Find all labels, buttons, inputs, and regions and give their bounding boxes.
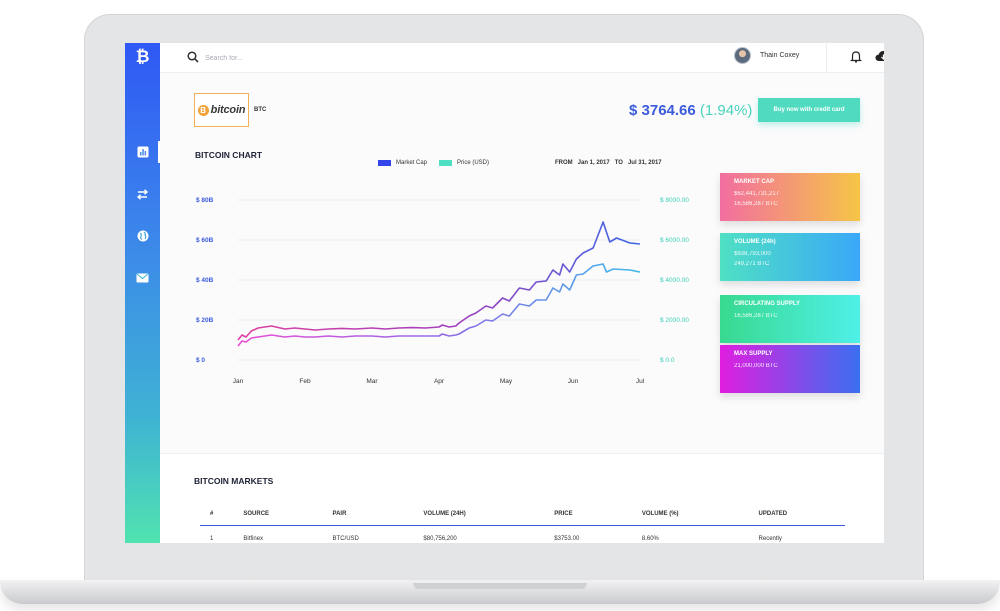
series-line-market-cap[interactable] [237,221,641,341]
stat-value: $938,793,000 [734,251,771,257]
table-header-row: # SOURCE PAIR VOLUME (24H) PRICE VOLUME (%) UP… [200,503,845,526]
search-icon[interactable] [187,51,199,63]
app-screen: ₿ Thain Coxey B bitcoin BTC $ 3764.66 (1… [125,43,884,543]
x-tick-label: Jan [233,378,244,385]
x-tick-label: Mar [366,378,378,385]
column-header[interactable]: PAIR [322,503,414,526]
avatar[interactable] [734,47,751,64]
bitcoin-line-chart: $ 80B $ 8000.00 $ 60B $ 6000.00 $ 40B $ 4000.… [196,197,689,385]
divider [826,43,827,73]
y-right-tick-label: $ 6000.00 [660,237,689,244]
stat-title: CIRCULATING SUPPLY [734,301,801,307]
price-change: (1.94%) [699,102,753,119]
table-cell: BTC/USD [332,535,359,542]
x-tick-label: Jul [636,378,645,385]
price-display: $ 3764.66 (1.94%) [629,102,752,119]
stat-title: VOLUME (24h) [734,239,776,245]
stat-card[interactable]: CIRCULATING SUPPLY 16,586,287 BTC [720,295,860,343]
transfer-icon [136,188,149,200]
series-line-price[interactable] [237,263,641,347]
bitcoin-brand-logo: B bitcoin [194,93,249,127]
search-input[interactable] [205,51,385,65]
bell-icon[interactable] [850,50,862,63]
y-right-tick-label: $ 4000.00 [660,277,689,284]
column-header[interactable]: UPDATED [748,503,845,526]
y-right-tick-label: $ 8000.00 [660,197,689,204]
price-value: $ 3764.66 [629,102,696,119]
markets-title: BITCOIN MARKETS [194,476,274,486]
column-header[interactable]: PRICE [544,503,632,526]
chart-icon [137,146,148,158]
stat-value: 249,271 BTC [734,261,770,267]
table-cell: $80,756,200 [423,535,457,542]
legend-item-market-cap[interactable]: Market Cap [378,160,427,166]
coin-ticker: BTC [254,107,267,113]
y-left-tick-label: $ 40B [196,277,214,284]
stat-card[interactable]: MAX SUPPLY 21,000,000 BTC [720,345,860,393]
table-cell: 1 [210,535,214,542]
stat-value: $62,441,731,217 [734,191,780,197]
stat-value: 16,586,287 BTC [734,313,778,319]
bitcoin-logo[interactable]: ₿ [135,47,150,66]
y-left-tick-label: $ 80B [196,197,214,204]
cloud-download-icon[interactable] [875,50,884,63]
table-cell: 8.60% [641,535,659,542]
x-tick-label: May [500,378,513,385]
y-right-tick-label: $ 2000.00 [660,317,689,324]
stat-value: 16,586,287 BTC [734,201,778,207]
column-header[interactable]: SOURCE [233,503,323,526]
y-left-tick-label: $ 0 [196,357,205,364]
y-left-tick-label: $ 60B [196,237,214,244]
column-header[interactable]: VOLUME (24H) [413,503,545,526]
stat-title: MARKET CAP [734,179,774,185]
markets-section: BITCOIN MARKETS # SOURCE PAIR VOLUME (24H) P… [160,453,884,543]
buy-credit-card-button[interactable]: Buy now with credit card [758,98,860,122]
sidebar-item-chart[interactable] [125,141,160,163]
y-left-tick-label: $ 20B [196,317,214,324]
column-header[interactable]: # [200,503,234,526]
sidebar-item-globe[interactable] [125,225,160,247]
sidebar: ₿ [125,43,160,543]
x-tick-label: Apr [434,378,445,385]
table-cell: Recently [758,535,782,542]
globe-icon [137,230,148,242]
table-cell: Bitfinex [243,535,264,542]
legend-swatch-price [439,160,453,166]
legend-label-market-cap: Market Cap [396,160,428,166]
date-from: Jan 1, 2017 [577,160,610,166]
legend-swatch-market-cap [378,160,391,166]
top-bar: Thain Coxey [160,43,884,73]
mail-icon [136,273,149,283]
table-row[interactable]: 1 Bitfinex BTC/USD $80,756,200 $3753.00 8.60%… [200,525,845,543]
markets-table: # SOURCE PAIR VOLUME (24H) PRICE VOLUME (%) UP… [200,503,845,543]
chart-title: BITCOIN CHART [195,150,263,160]
main-content: B bitcoin BTC $ 3764.66 (1.94%) Buy now … [160,73,884,543]
date-to: Jul 31, 2017 [627,160,662,166]
stat-card[interactable]: MARKET CAP $62,441,731,217 16,586,287 BTC [720,173,860,221]
date-range[interactable]: FROM Jan 1, 2017 TO Jul 31, 2017 [555,160,667,166]
column-header[interactable]: VOLUME (%) [631,503,749,526]
stat-card[interactable]: VOLUME (24h) $938,793,000 249,271 BTC [720,233,860,281]
legend-item-price[interactable]: Price (USD) [439,160,489,166]
stat-value: 21,000,000 BTC [734,363,778,369]
sidebar-item-transfer[interactable] [125,183,160,205]
date-to-label: TO [614,160,623,166]
date-from-label: FROM [555,160,573,166]
sidebar-item-mail[interactable] [125,267,160,289]
stat-title: MAX SUPPLY [734,351,773,357]
bitcoin-coin-icon: B [197,104,209,116]
user-name[interactable]: Thain Coxey [760,52,800,59]
x-tick-label: Jun [568,378,579,385]
x-tick-label: Feb [299,378,311,385]
legend-label-price: Price (USD) [457,160,490,166]
bitcoin-wordmark: bitcoin [210,104,246,116]
y-right-tick-label: $ 0.0 [660,357,675,364]
chart-legend: Market Cap Price (USD) [378,160,489,166]
table-cell: $3753.00 [554,535,580,542]
laptop-notch [413,583,587,589]
